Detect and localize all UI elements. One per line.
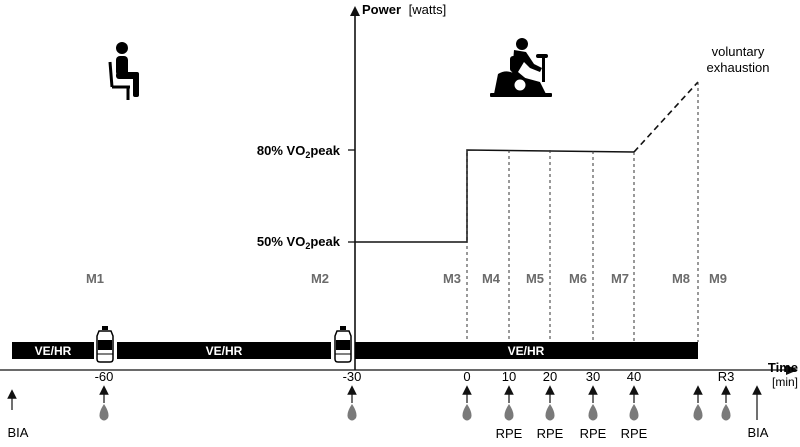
annotation-line1: voluntary: [712, 44, 765, 59]
tick-minus-60: -60: [95, 369, 114, 384]
blood-drop-icon: [693, 404, 703, 421]
blood-drop-icon: [588, 404, 598, 421]
blood-drops: [99, 404, 731, 421]
blood-drop-icon: [462, 404, 472, 421]
phase-m8: M8: [672, 271, 690, 286]
phase-m7: M7: [611, 271, 629, 286]
y-axis-arrowhead: [350, 6, 360, 16]
y-axis-unit: [watts]: [409, 2, 447, 17]
blood-drop-icon: [721, 404, 731, 421]
annotation-line2: exhaustion: [707, 60, 770, 75]
phase-m4: M4: [482, 271, 501, 286]
tick-20: 20: [543, 369, 557, 384]
water-bottle-icon: [334, 326, 352, 363]
rpe-labels: RPE RPE RPE RPE: [496, 426, 648, 441]
level-80-sub: 2: [305, 150, 310, 160]
sampling-arrows: [7, 385, 762, 420]
ve-hr-bar-1: [12, 342, 94, 359]
x-axis-arrowhead: [786, 365, 798, 375]
level-80-label: 80% VO2peak: [257, 143, 341, 160]
ve-hr-bar-2: [117, 342, 331, 359]
tick-0: 0: [463, 369, 470, 384]
level-50-suffix: peak: [310, 234, 340, 249]
water-bottle-icon: [96, 326, 114, 363]
level-80-text: 80% VO: [257, 143, 305, 158]
tick-30: 30: [586, 369, 600, 384]
y-axis-label: Power [watts]: [362, 2, 446, 17]
tick-10: 10: [502, 369, 516, 384]
phase-m3: M3: [443, 271, 461, 286]
level-50-text: 50% VO: [257, 234, 305, 249]
phase-m6: M6: [569, 271, 587, 286]
ve-hr-label-3: VE/HR: [508, 344, 545, 358]
phase-m1: M1: [86, 271, 104, 286]
blood-drop-icon: [99, 404, 109, 421]
bia-label-start: BIA: [8, 425, 29, 440]
y-axis-title: Power: [362, 2, 401, 17]
x-tick-labels: -60 -30 0 10 20 30 40 R3: [95, 369, 735, 384]
ve-hr-bars: VE/HR VE/HR VE/HR: [12, 342, 698, 359]
rpe-label-40: RPE: [621, 426, 648, 441]
tick-minus-30: -30: [343, 369, 362, 384]
phase-m2: M2: [311, 271, 329, 286]
x-axis-title: Time: [768, 360, 798, 375]
level-80-suffix: peak: [310, 143, 340, 158]
phase-labels: M1 M2 M3 M4 M5 M6 M7 M8 M9: [86, 271, 727, 286]
power-profile-line: [355, 149, 635, 243]
blood-drop-icon: [629, 404, 639, 421]
rpe-label-30: RPE: [580, 426, 607, 441]
x-axis-label: Time: [768, 360, 798, 375]
exhaustion-ramp-line: [633, 81, 699, 153]
blood-drop-icon: [347, 404, 357, 421]
rpe-label-20: RPE: [537, 426, 564, 441]
x-axis-unit: [min]: [772, 375, 798, 389]
blood-drop-icon: [504, 404, 514, 421]
ve-hr-label-1: VE/HR: [35, 344, 72, 358]
blood-drop-icon: [545, 404, 555, 421]
seated-person-icon: [108, 42, 139, 100]
level-50-sub: 2: [305, 241, 310, 251]
phase-m9: M9: [709, 271, 727, 286]
level-50-label: 50% VO2peak: [257, 234, 341, 251]
ve-hr-label-2: VE/HR: [206, 344, 243, 358]
phase-m5: M5: [526, 271, 544, 286]
dashed-dividers: [466, 82, 699, 342]
ve-hr-bar-3: [355, 342, 698, 359]
bia-label-end: BIA: [748, 425, 769, 440]
rpe-label-10: RPE: [496, 426, 523, 441]
cycle-ergometer-icon: [490, 38, 552, 97]
tick-40: 40: [627, 369, 641, 384]
tick-r3: R3: [718, 369, 735, 384]
